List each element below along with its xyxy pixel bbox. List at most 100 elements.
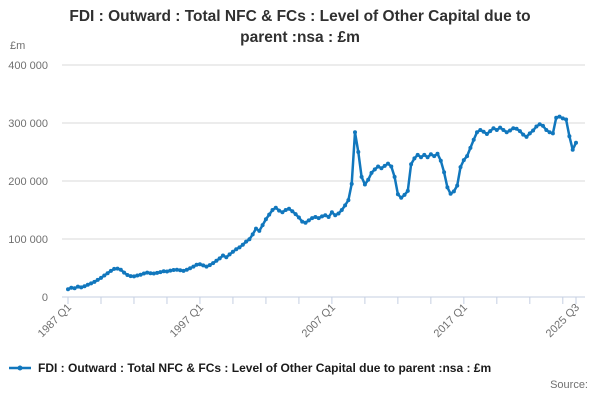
series-marker [207, 263, 212, 268]
series-marker [465, 154, 470, 159]
series-marker [118, 267, 123, 272]
series-marker [75, 284, 80, 289]
series-marker [214, 258, 219, 263]
series-marker [451, 189, 456, 194]
series-marker [201, 263, 206, 268]
series-marker [108, 268, 113, 273]
series-marker [356, 150, 361, 154]
series-marker [82, 284, 87, 289]
series-marker [534, 124, 539, 129]
source-label: Source: [550, 379, 588, 391]
series-marker [66, 287, 70, 292]
series-marker [353, 130, 357, 135]
series-marker [560, 116, 565, 121]
series-marker [95, 277, 100, 282]
series-marker [280, 210, 285, 215]
series-marker [135, 273, 140, 278]
y-axis-labels: 0 100 000 200 000 300 000 400 000 [8, 60, 48, 304]
series-marker [339, 208, 344, 212]
legend-line-marker-icon [9, 365, 31, 371]
series-marker [517, 129, 522, 134]
series-marker [174, 267, 179, 272]
legend-marker [17, 365, 23, 371]
series-marker [438, 158, 443, 163]
series-marker [386, 161, 390, 166]
series-marker [544, 128, 549, 132]
series-marker [570, 147, 575, 152]
series-marker [257, 228, 262, 233]
series-marker [372, 167, 377, 172]
series-marker [323, 213, 328, 218]
series-marker [442, 170, 447, 175]
series-marker [471, 137, 476, 142]
series-marker [399, 195, 404, 200]
series-marker [240, 242, 245, 247]
series-marker [102, 273, 107, 278]
series-marker [481, 129, 486, 134]
series-marker [290, 209, 295, 214]
series-marker [85, 282, 90, 287]
series-marker [230, 249, 235, 254]
series-marker [333, 213, 338, 218]
series-marker [395, 192, 400, 197]
chart-svg: 0 100 000 200 000 300 000 400 000 1987 Q1 1997… [8, 60, 585, 340]
series-marker [422, 152, 427, 157]
series-marker [197, 262, 202, 267]
series-marker [128, 274, 133, 279]
series-marker [564, 117, 569, 122]
series-line [66, 114, 578, 292]
series-marker [468, 145, 473, 150]
series-marker [461, 158, 466, 163]
series-marker [237, 245, 242, 250]
series-marker [194, 262, 199, 267]
series-marker [425, 155, 430, 160]
series-marker [369, 170, 374, 175]
series-marker [379, 166, 384, 171]
series-marker [89, 281, 94, 286]
series-marker [458, 165, 463, 170]
series-marker [155, 270, 160, 275]
series-marker [263, 217, 268, 222]
series-marker [145, 270, 150, 275]
series-marker [343, 203, 348, 208]
series-marker [92, 279, 97, 284]
series-marker [293, 212, 298, 217]
series-marker [366, 177, 371, 182]
series-marker [409, 162, 414, 167]
series-marker [419, 155, 423, 160]
series-marker [112, 266, 117, 271]
x-tick-label: 2025 Q3 [544, 302, 582, 340]
series-marker [574, 140, 578, 145]
series-marker [484, 132, 489, 136]
series-marker [217, 256, 222, 261]
series-marker [161, 269, 166, 274]
series-marker [504, 130, 509, 135]
series-marker [310, 216, 315, 221]
series-marker [227, 252, 232, 257]
series-marker [501, 128, 506, 132]
series-marker [270, 208, 275, 212]
series-marker [524, 134, 529, 139]
series-marker [511, 126, 516, 131]
series-marker [346, 198, 351, 203]
legend-item[interactable]: FDI : Outward : Total NFC & FCs : Level … [8, 361, 491, 375]
series-marker [260, 223, 265, 228]
series-marker [300, 219, 305, 224]
legend-label: FDI : Outward : Total NFC & FCs : Level … [38, 361, 492, 375]
gridlines [62, 64, 585, 240]
series-marker [273, 205, 278, 210]
series-marker [412, 156, 417, 161]
series-marker [445, 185, 450, 190]
series-marker [158, 270, 163, 275]
series-marker [405, 188, 410, 193]
series-marker [550, 131, 555, 136]
series-marker [151, 271, 156, 276]
chart-title: FDI : Outward : Total NFC & FCs : Level … [69, 8, 531, 46]
series-marker [191, 264, 196, 269]
series-marker [211, 261, 216, 266]
series-marker [435, 151, 440, 156]
series-marker [181, 268, 186, 273]
series-marker [448, 191, 453, 196]
series-marker [415, 152, 420, 157]
y-tick-label: 300 000 [8, 118, 48, 130]
